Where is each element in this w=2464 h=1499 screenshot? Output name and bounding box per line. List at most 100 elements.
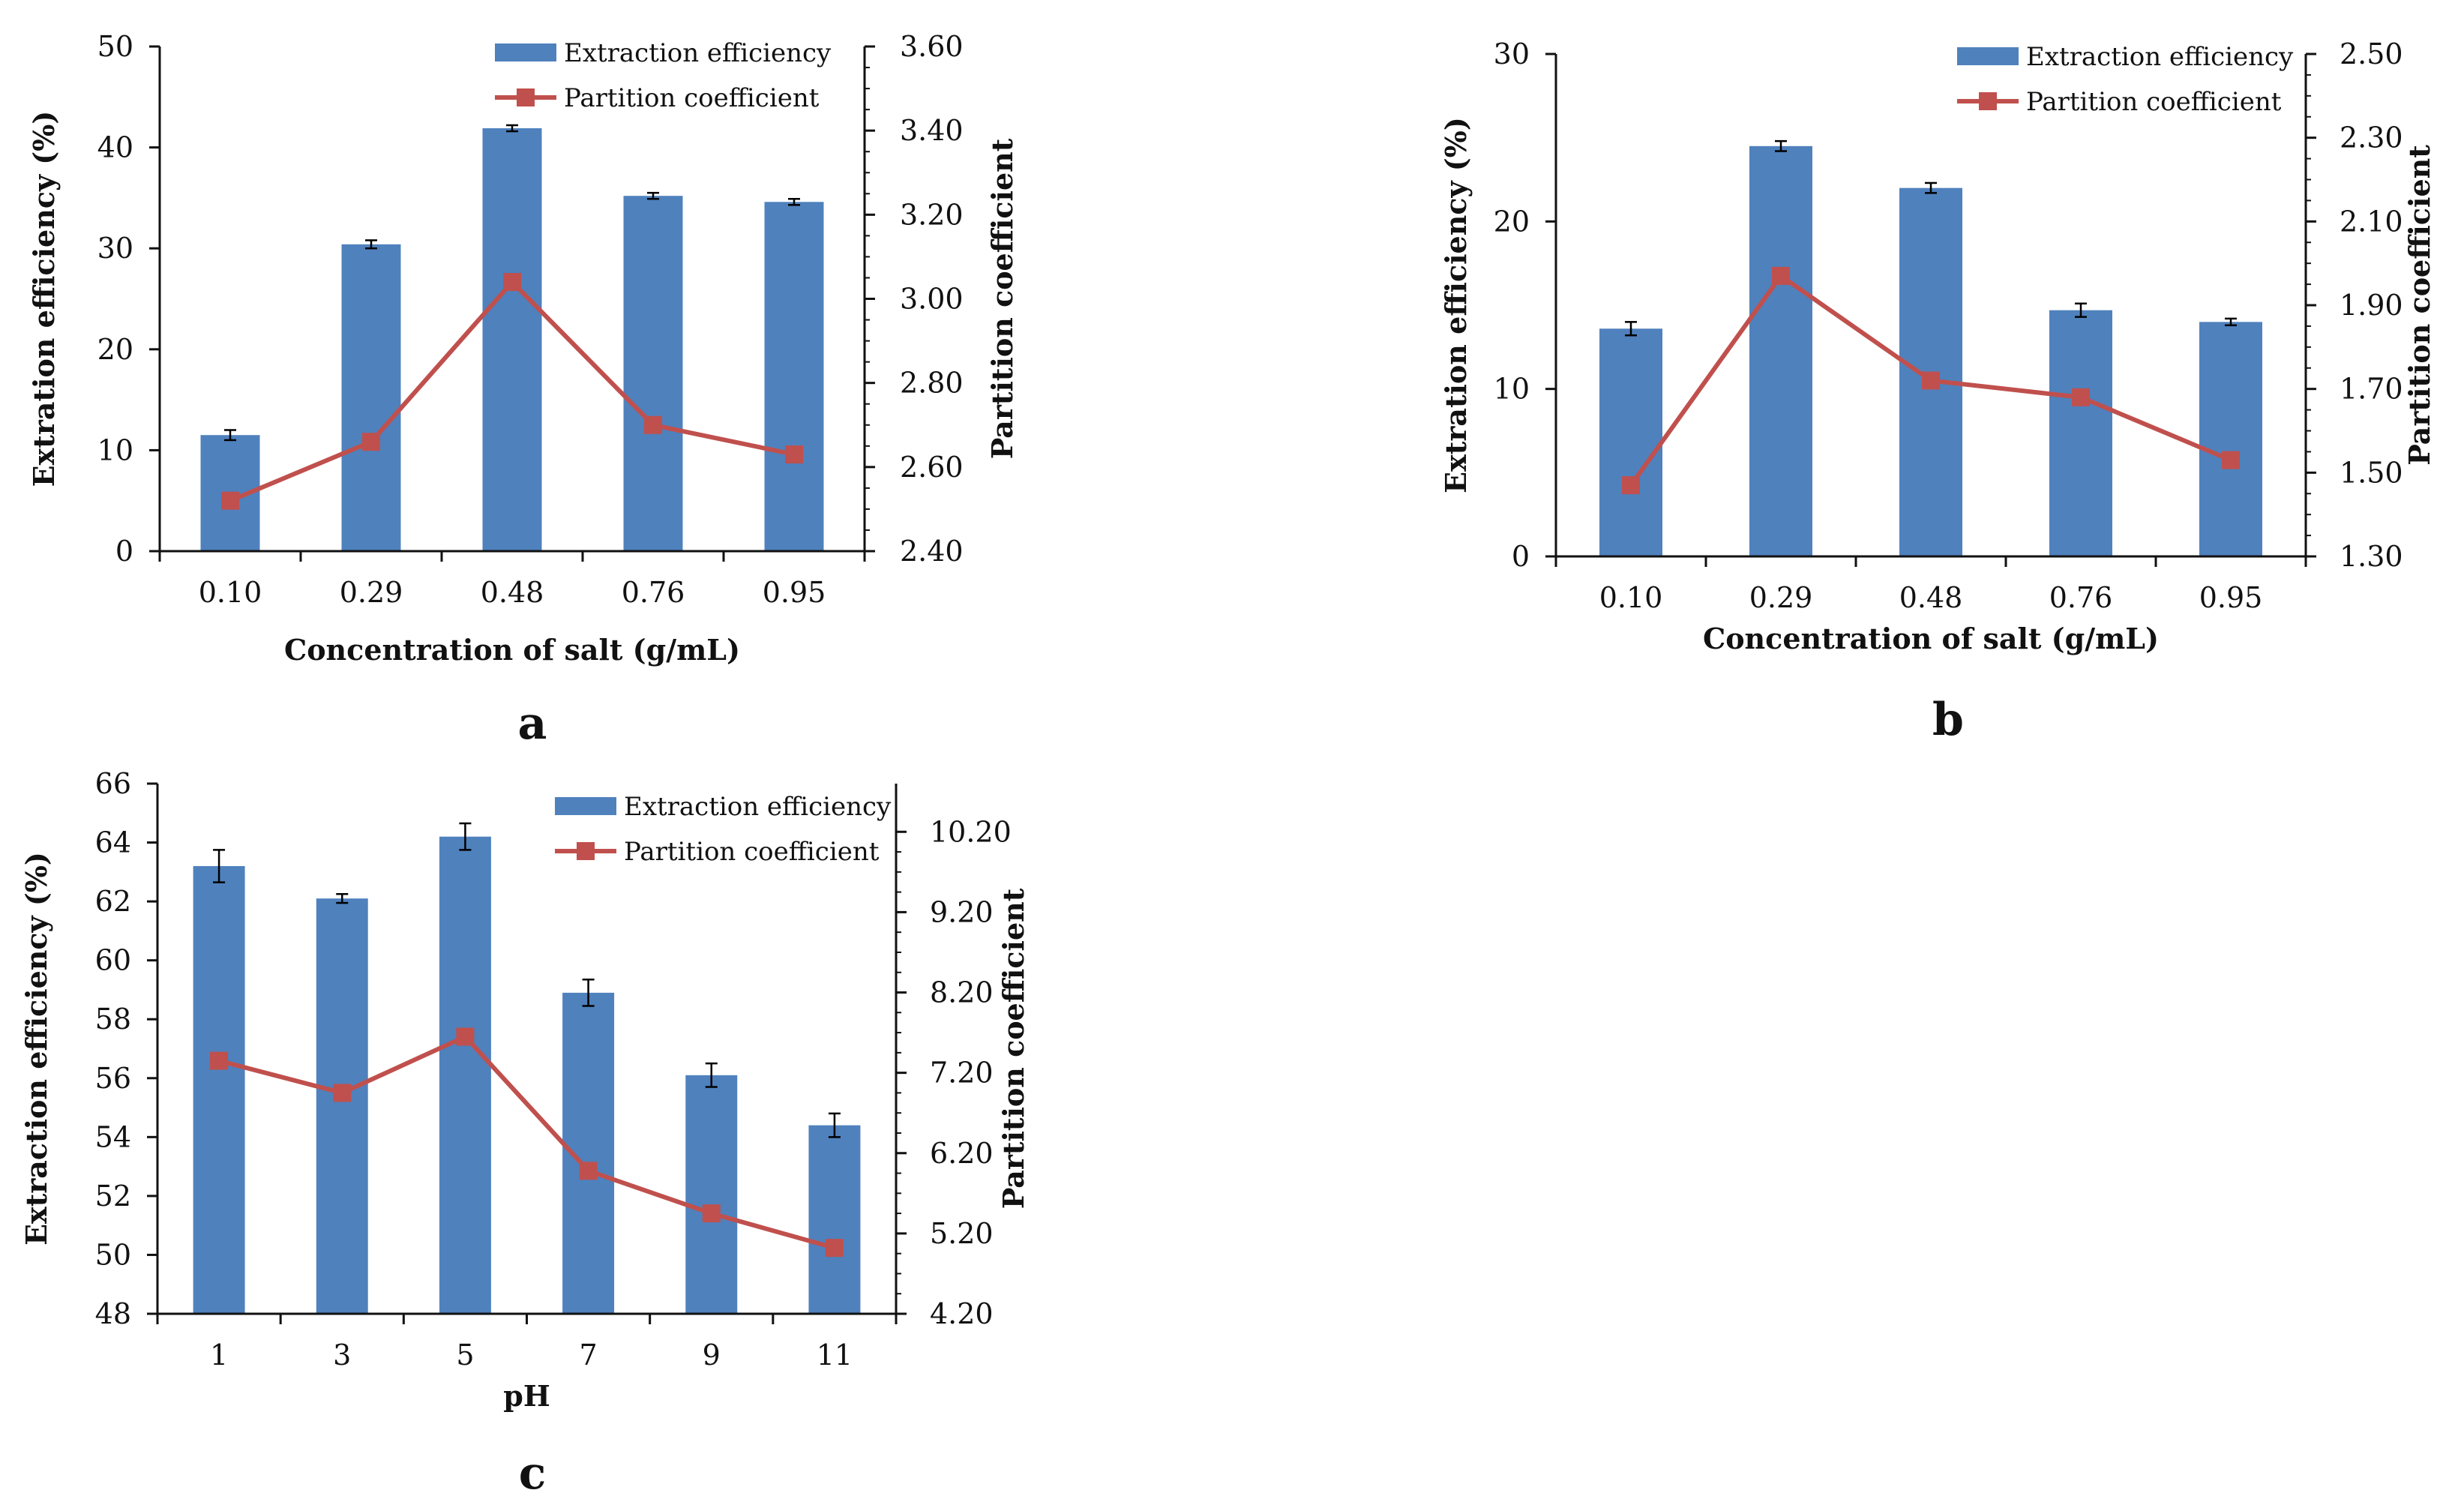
x-tick-label-c: 1 [210, 1339, 228, 1372]
marker-c-5 [456, 1027, 475, 1046]
y-right-tick-label-a: 3.40 [900, 114, 964, 147]
y-left-tick-label-c: 50 [95, 1238, 131, 1271]
y-left-tick-label-a: 30 [97, 232, 133, 265]
y-axis-title-left-b: Extration efficiency (%) [1439, 117, 1473, 493]
y-right-tick-label-b: 2.10 [2340, 205, 2403, 238]
y-right-tick-label-b: 1.50 [2340, 456, 2403, 489]
legend-swatch-marker-a [517, 88, 535, 106]
legend-label-partition-a: Partition coefficient [564, 83, 820, 113]
x-axis-title-b: Concentration of salt (g/mL) [1703, 622, 2159, 655]
y-left-tick-label-b: 30 [1494, 37, 1530, 70]
y-left-tick-label-c: 56 [95, 1062, 131, 1095]
bar-b-0.95 [2199, 322, 2262, 556]
y-axis-title-right-b: Partition coefficient [2403, 145, 2436, 466]
marker-b-0.29 [1772, 266, 1790, 285]
legend-swatch-bar-b [1957, 47, 2019, 65]
y-right-tick-label-b: 2.50 [2340, 37, 2403, 70]
marker-a-0.95 [785, 445, 803, 464]
x-tick-label-b: 0.29 [1749, 581, 1813, 614]
y-right-tick-label-c: 7.20 [930, 1057, 994, 1090]
marker-c-7 [579, 1162, 598, 1180]
legend-label-partition-c: Partition coefficient [624, 837, 880, 867]
legend-c: Extraction efficiency Partition coefficie… [555, 792, 892, 867]
x-tick-label-c: 9 [703, 1339, 721, 1372]
y-axis-title-left-c: Extraction efficiency (%) [19, 852, 53, 1246]
y-left-tick-label-b: 0 [1512, 540, 1530, 573]
bar-c-1 [193, 865, 245, 1314]
y-left-tick-label-c: 62 [95, 885, 131, 918]
y-right-tick-label-c: 5.20 [930, 1217, 994, 1250]
marker-b-0.76 [2072, 388, 2090, 406]
legend-label-extraction-c: Extraction efficiency [624, 792, 892, 822]
y-left-tick-label-b: 10 [1494, 373, 1530, 406]
x-tick-label-b: 0.10 [1599, 581, 1663, 614]
bar-c-9 [685, 1075, 738, 1314]
marker-c-1 [210, 1051, 229, 1070]
y-right-tick-label-a: 3.60 [900, 30, 964, 63]
legend-label-extraction-b: Extraction efficiency [2026, 42, 2294, 72]
bar-c-11 [808, 1125, 861, 1314]
y-right-tick-label-c: 9.20 [930, 895, 994, 928]
y-right-tick-label-c: 6.20 [930, 1137, 994, 1170]
x-tick-label-a: 0.76 [622, 576, 685, 609]
y-left-tick-label-a: 20 [97, 333, 133, 366]
x-axis-title-a: Concentration of salt (g/mL) [284, 633, 740, 667]
panel-label-b: b [1932, 694, 1964, 746]
y-right-tick-label-a: 2.60 [900, 451, 964, 484]
marker-c-3 [333, 1084, 352, 1102]
x-tick-label-a: 0.95 [763, 576, 826, 609]
marker-a-0.48 [503, 273, 521, 292]
legend-swatch-bar-a [495, 43, 556, 61]
marker-a-0.10 [221, 491, 239, 510]
y-right-tick-label-a: 3.00 [900, 283, 964, 316]
panel-label-a: a [518, 697, 547, 750]
x-tick-label-c: 5 [456, 1339, 474, 1372]
chart-panel-c: 1 3 5 7 9 11 48 50 52 54 56 58 60 62 64 66 4.20 5.20 6.20 7… [19, 767, 1030, 1499]
x-tick-label-c: 7 [579, 1339, 597, 1372]
bar-a-0.76 [623, 196, 683, 551]
y-left-tick-label-c: 48 [95, 1297, 131, 1330]
y-left-tick-label-a: 40 [97, 131, 133, 164]
x-tick-label-c: 3 [333, 1339, 351, 1372]
bar-a-0.48 [482, 128, 542, 551]
marker-b-0.10 [1622, 476, 1640, 495]
chart-panel-a: 0.10 0.29 0.48 0.76 0.95 0 10 20 30 40 50 2.40 2.60 2… [27, 30, 1019, 750]
y-left-tick-label-c: 54 [95, 1120, 131, 1153]
marker-b-0.48 [1922, 371, 1940, 390]
legend-swatch-bar-c [555, 797, 616, 815]
y-left-tick-label-c: 52 [95, 1180, 131, 1213]
panel-label-c: c [519, 1447, 547, 1499]
x-tick-label-a: 0.48 [481, 576, 544, 609]
x-tick-label-c: 11 [817, 1339, 853, 1372]
marker-b-0.95 [2222, 451, 2240, 469]
x-tick-label-a: 0.29 [340, 576, 403, 609]
y-left-tick-label-c: 58 [95, 1003, 131, 1036]
y-axis-title-right-a: Partition coefficient [985, 138, 1019, 459]
y-left-tick-label-c: 64 [95, 826, 131, 859]
y-left-tick-label-b: 20 [1494, 205, 1530, 238]
y-axis-title-right-c: Partition coefficient [997, 888, 1030, 1209]
y-right-tick-label-a: 3.20 [900, 198, 964, 231]
y-right-tick-label-c: 8.20 [930, 976, 994, 1009]
legend-label-extraction-a: Extraction efficiency [564, 38, 832, 68]
legend-swatch-marker-c [577, 842, 595, 860]
legend-b: Extraction efficiency Partition coefficie… [1957, 42, 2294, 117]
marker-a-0.76 [644, 415, 662, 434]
bar-c-3 [316, 898, 368, 1314]
y-left-tick-label-a: 10 [97, 433, 133, 466]
marker-c-11 [825, 1239, 844, 1258]
y-right-tick-label-b: 1.30 [2340, 540, 2403, 573]
bar-a-0.29 [341, 244, 401, 551]
legend-a: Extraction efficiency Partition coefficie… [495, 38, 832, 113]
bar-b-0.76 [2049, 310, 2112, 556]
bar-a-0.95 [764, 202, 824, 551]
y-right-tick-label-a: 2.80 [900, 367, 964, 400]
x-tick-label-b: 0.76 [2049, 581, 2113, 614]
bar-b-0.10 [1599, 328, 1662, 556]
x-axis-title-c: pH [503, 1379, 550, 1413]
chart-panel-b: 0.10 0.29 0.48 0.76 0.95 0 10 20 30 1.30 1.50 1.70 1… [1439, 37, 2436, 746]
y-right-tick-label-b: 1.70 [2340, 373, 2403, 406]
y-right-tick-label-a: 2.40 [900, 535, 964, 568]
line-partition-coefficient-c [218, 1033, 835, 1251]
